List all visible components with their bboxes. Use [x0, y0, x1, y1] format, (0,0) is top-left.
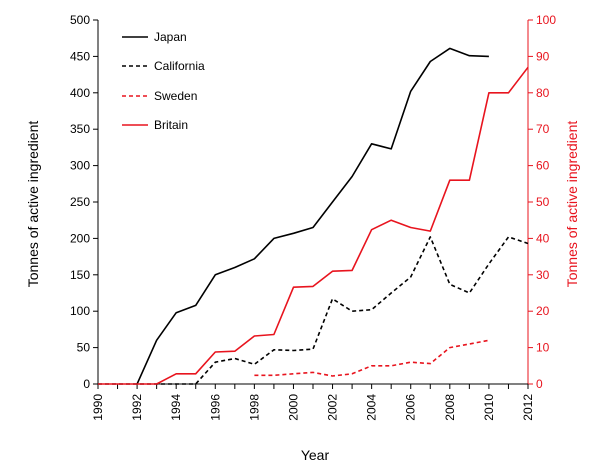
x-tick-label: 1998	[247, 394, 261, 421]
y-right-tick-label: 90	[536, 49, 550, 63]
x-tick-label: 2004	[365, 394, 379, 421]
series-line-sweden	[254, 339, 490, 377]
series-layer	[98, 47, 529, 385]
y-right-tick-label: 60	[536, 159, 550, 173]
y-right-tick-label: 30	[536, 268, 550, 282]
x-tick-label: 1994	[169, 394, 183, 421]
y-left-tick-label: 300	[70, 159, 90, 173]
y-right-tick-label: 0	[536, 377, 543, 391]
x-tick-label: 1996	[208, 394, 222, 421]
legend-label-california: California	[154, 59, 205, 73]
x-tick-label: 2000	[286, 394, 300, 421]
y-left-tick-label: 450	[70, 49, 90, 63]
legend-label-japan: Japan	[154, 30, 187, 44]
y-right-tick-label: 50	[536, 195, 550, 209]
y-axis-title-right: Tonnes of active ingredient	[564, 121, 580, 288]
legend: Japan California Sweden Britain	[122, 30, 205, 132]
y-right-tick-label: 70	[536, 122, 550, 136]
y-left-tick-label: 400	[70, 86, 90, 100]
y-left-tick-label: 350	[70, 122, 90, 136]
y-left-tick-label: 0	[83, 377, 90, 391]
axes: 0 50 100 150 200 250 300 350 400 450 500 0 10 20 30 40 5…	[70, 13, 556, 421]
y-left-tick-label: 50	[77, 341, 91, 355]
x-tick-label: 2008	[443, 394, 457, 421]
x-tick-label: 1990	[91, 394, 105, 421]
y-left-tick-label: 500	[70, 13, 90, 27]
y-right-tick-label: 80	[536, 86, 550, 100]
series-line-japan	[136, 47, 489, 385]
y-left-tick-label: 200	[70, 231, 90, 245]
x-tick-label: 2002	[326, 394, 340, 421]
y-right-tick-label: 100	[536, 13, 556, 27]
y-left-tick-label: 250	[70, 195, 90, 209]
x-tick-label: 1992	[130, 394, 144, 421]
x-axis-title: Year	[301, 447, 330, 463]
y-right-tick-label: 40	[536, 231, 550, 245]
y-axis-title-left: Tonnes of active ingredient	[25, 121, 41, 288]
y-left-tick-label: 150	[70, 268, 90, 282]
y-right-tick-label: 10	[536, 341, 550, 355]
legend-label-sweden: Sweden	[154, 89, 197, 103]
legend-label-britain: Britain	[154, 118, 188, 132]
series-line-california	[98, 236, 529, 385]
x-tick-label: 2012	[521, 394, 535, 421]
y-right-tick-label: 20	[536, 304, 550, 318]
x-tick-label: 2006	[404, 394, 418, 421]
y-left-tick-label: 100	[70, 304, 90, 318]
series-line-britain	[98, 66, 529, 385]
x-tick-label: 2010	[482, 394, 496, 421]
